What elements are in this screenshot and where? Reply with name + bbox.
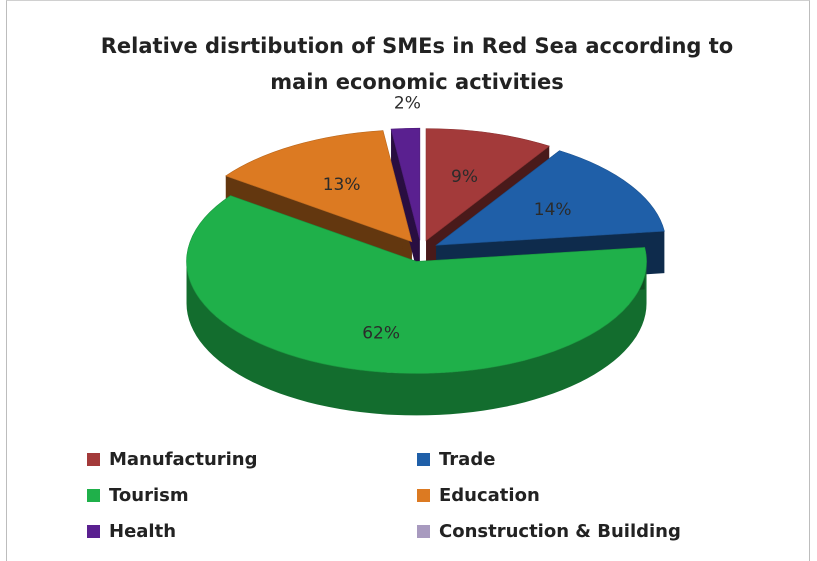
legend-item-tourism: Tourism [87, 485, 189, 506]
legend-swatch-education [417, 489, 430, 502]
pie-chart: Relative disrtibution of SMEs in Red Sea… [101, 34, 733, 416]
pie-side-health [391, 129, 420, 283]
pie-slice-trade [435, 150, 665, 246]
legend-item-education: Education [417, 485, 540, 506]
legend-item-manufacturing: Manufacturing [87, 449, 258, 470]
legend-label-manufacturing: Manufacturing [109, 449, 258, 470]
pie-slice-manufacturing [425, 128, 550, 242]
legend-item-health: Health [87, 521, 176, 542]
legend-label-education: Education [439, 485, 540, 506]
legend-label-construction-building: Construction & Building [439, 521, 681, 542]
legend-item-construction-building: Construction & Building [417, 521, 681, 542]
data-label-education: 13% [323, 175, 361, 195]
legend-swatch-health [87, 525, 100, 538]
legend-swatch-tourism [87, 489, 100, 502]
legend-label-health: Health [109, 521, 177, 542]
legend-swatch-construction-building [417, 525, 430, 538]
legend-label-trade: Trade [439, 449, 496, 470]
pie-wall-tourism [186, 261, 647, 416]
chart-title-line-2: main economic activities [270, 70, 564, 94]
chart-frame: Relative disrtibution of SMEs in Red Sea… [6, 0, 810, 561]
legend-swatch-manufacturing [87, 453, 100, 466]
data-label-trade: 14% [534, 200, 572, 220]
legend-item-trade: Trade [417, 449, 495, 470]
pie-cut-health-0 [391, 129, 420, 283]
pie-slice-education [225, 130, 413, 243]
pie-slice-health [390, 127, 421, 241]
legend-swatch-trade [417, 453, 430, 466]
pie-slice-tourism [186, 195, 647, 374]
chart-title-line-1: Relative disrtibution of SMEs in Red Sea… [101, 34, 733, 58]
legend-label-tourism: Tourism [109, 485, 189, 506]
data-label-tourism: 62% [362, 324, 400, 344]
data-label-health: 2% [394, 93, 421, 113]
data-label-manufacturing: 9% [451, 167, 478, 187]
